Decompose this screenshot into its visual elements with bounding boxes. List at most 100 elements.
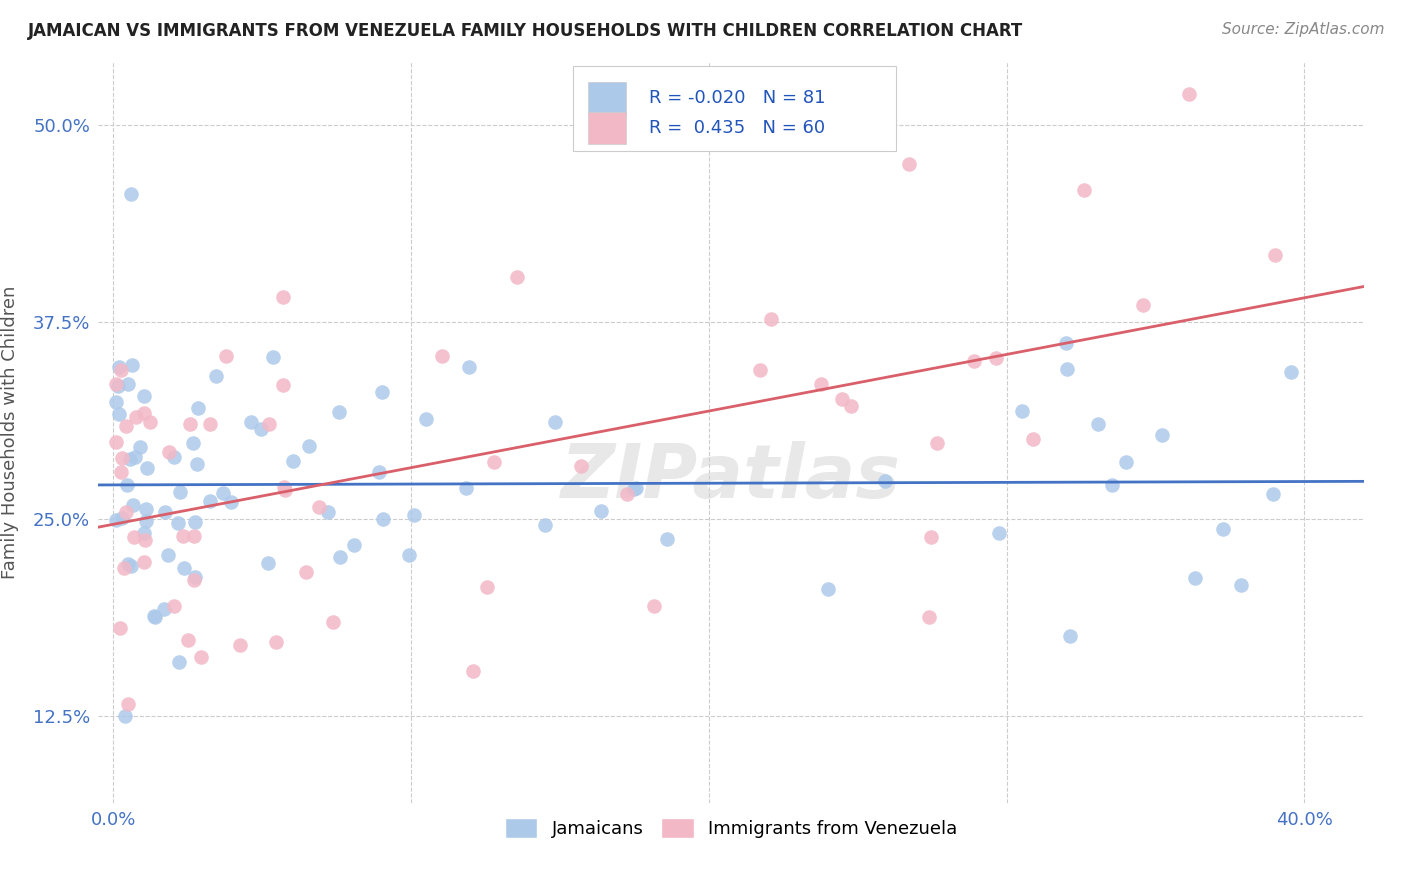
Point [398,548,420,562]
Point [105,377,128,392]
Point [1011,404,1033,418]
Point [1087,417,1109,432]
Point [920,530,942,544]
Point [117,557,139,571]
Point [371,512,394,526]
Point [129,440,152,454]
Point [200,494,222,508]
Point [187,401,209,416]
Point [250,422,273,436]
Point [316,505,339,519]
Point [1054,336,1077,351]
Point [759,311,782,326]
Point [274,483,297,497]
Point [198,417,221,431]
Point [167,655,190,669]
Point [456,481,478,495]
Point [1059,629,1081,643]
Point [111,450,134,465]
Point [183,436,205,450]
Point [273,480,295,494]
Point [271,378,294,392]
Point [569,458,592,473]
Point [264,634,287,648]
Point [987,526,1010,541]
Point [329,549,352,564]
FancyBboxPatch shape [588,112,626,144]
Point [1279,365,1302,379]
Point [215,350,238,364]
Point [115,505,138,519]
Point [458,360,481,375]
Point [112,561,135,575]
Point [132,389,155,403]
Point [461,664,484,678]
Point [1115,455,1137,469]
Point [534,517,557,532]
Point [183,573,205,587]
Point [169,484,191,499]
Text: R =  0.435   N = 60: R = 0.435 N = 60 [648,119,825,137]
Point [505,269,527,284]
Point [179,417,201,431]
Point [257,556,280,570]
Point [1230,578,1253,592]
Point [156,548,179,562]
Point [810,377,832,392]
Point [875,475,897,489]
Point [229,638,252,652]
Point [134,525,156,540]
Point [371,385,394,400]
Point [1184,571,1206,585]
Point [259,417,281,431]
Text: JAMAICAN VS IMMIGRANTS FROM VENEZUELA FAMILY HOUSEHOLDS WITH CHILDREN CORRELATIO: JAMAICAN VS IMMIGRANTS FROM VENEZUELA FA… [28,22,1024,40]
Point [984,351,1007,365]
Point [1132,298,1154,312]
Point [1021,432,1043,446]
Point [839,399,862,413]
Text: ZIPatlas: ZIPatlas [561,441,901,514]
FancyBboxPatch shape [588,82,626,114]
Point [172,529,194,543]
Point [1056,362,1078,376]
Point [1073,183,1095,197]
Point [134,533,156,547]
Point [1212,522,1234,536]
Point [343,537,366,551]
Point [295,565,318,579]
Point [108,621,131,635]
Point [212,486,235,500]
Point [322,615,344,629]
Point [205,369,228,384]
Text: R = -0.020   N = 81: R = -0.020 N = 81 [648,89,825,107]
Point [281,454,304,468]
Point [108,360,131,375]
Point [184,515,207,529]
Point [183,529,205,543]
Point [897,156,920,170]
Point [105,395,128,409]
Point [368,466,391,480]
Point [124,450,146,464]
Point [219,495,242,509]
Point [134,555,156,569]
Point [623,483,645,497]
Point [190,649,212,664]
Point [159,445,181,459]
Point [138,416,160,430]
Y-axis label: Family Households with Children: Family Households with Children [1,286,18,579]
Point [122,498,145,512]
Point [163,450,186,464]
Point [105,513,128,527]
Point [298,439,321,453]
Point [177,633,200,648]
Point [184,569,207,583]
Point [120,559,142,574]
Point [115,477,138,491]
Point [591,504,613,518]
Text: Source: ZipAtlas.com: Source: ZipAtlas.com [1222,22,1385,37]
Point [107,379,129,393]
Point [111,511,134,525]
Point [643,599,665,614]
Point [1264,247,1286,261]
